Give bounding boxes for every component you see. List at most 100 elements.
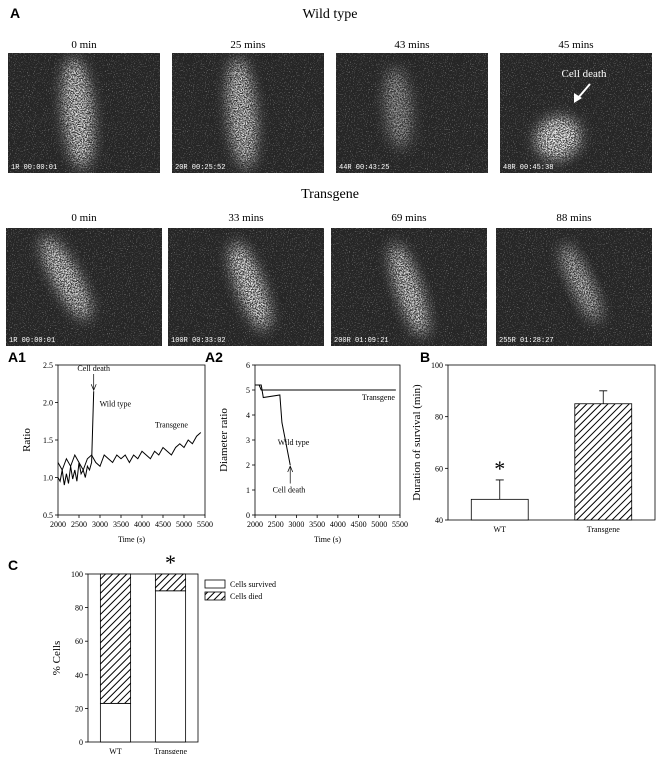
frame-time: 69 mins	[391, 212, 426, 224]
x-tick-label: 4500	[155, 520, 171, 529]
bar-segment	[99, 573, 132, 704]
y-tick-label: 60	[435, 464, 443, 473]
y-tick-label: 1	[246, 486, 250, 495]
x-tick-label: 3000	[288, 520, 304, 529]
error-bar	[599, 390, 608, 404]
annotation: Wild type	[278, 438, 310, 447]
cell	[385, 68, 411, 148]
cell	[228, 58, 256, 168]
y-tick-label: 1.5	[43, 436, 53, 445]
frame-time: 25 mins	[230, 39, 265, 51]
arrow-head	[574, 93, 582, 103]
frame-stamp: 1R 00:00:01	[9, 337, 55, 345]
frame-noise	[6, 228, 162, 346]
frame-stamp: 20R 00:25:52	[175, 164, 225, 172]
x-tick-label: 3500	[113, 520, 129, 529]
y-tick-label: 40	[75, 671, 83, 680]
x-tick-label: Transgene	[154, 747, 187, 754]
frame-stamp: 200R 01:09:21	[334, 337, 389, 345]
frame-stamp: 1R 00:00:01	[11, 164, 57, 172]
bar	[574, 403, 633, 521]
cell	[41, 236, 91, 320]
legend-swatch	[204, 591, 226, 601]
bar-segment	[154, 590, 187, 743]
x-tick-label: 3500	[309, 520, 325, 529]
bar-segment	[99, 702, 132, 743]
data-line	[255, 384, 396, 391]
x-tick-label: 2500	[71, 520, 87, 529]
x-tick-label: WT	[494, 525, 507, 534]
x-tick-label: 4000	[330, 520, 346, 529]
panel-letter: A1	[8, 349, 26, 365]
x-tick-label: 5000	[371, 520, 387, 529]
cell	[536, 117, 580, 159]
frame-time: 45 mins	[558, 39, 593, 51]
y-tick-label: 100	[71, 570, 83, 579]
y-tick-label: 0.5	[43, 511, 53, 520]
y-tick-label: 40	[435, 516, 443, 525]
group-title: Wild type	[302, 7, 357, 22]
arrow-head	[90, 384, 97, 392]
frame-noise	[336, 53, 488, 173]
panel-letter: A2	[205, 349, 223, 365]
y-tick-label: 3	[246, 436, 250, 445]
cell	[561, 244, 601, 322]
annotation: Cell death	[77, 364, 110, 373]
x-tick-label: 5500	[392, 520, 408, 529]
y-axis-label: Ratio	[21, 428, 33, 452]
x-tick-label: WT	[109, 747, 122, 754]
x-tick-label: 5500	[197, 520, 213, 529]
legend-label: Cells survived	[230, 580, 276, 589]
data-line	[255, 384, 291, 466]
y-tick-label: 2	[246, 461, 250, 470]
y-tick-label: 0	[79, 738, 83, 747]
x-tick-label: 4500	[351, 520, 367, 529]
arrow-head	[287, 465, 294, 473]
frame-time: 33 mins	[228, 212, 263, 224]
x-tick-label: 2000	[247, 520, 263, 529]
plot-frame	[57, 364, 206, 516]
panel-letter: C	[8, 557, 18, 573]
significance: *	[494, 456, 505, 481]
x-tick-label: Transgene	[587, 525, 620, 534]
error-bar	[495, 479, 504, 500]
bar	[470, 498, 529, 521]
x-tick-label: 3000	[92, 520, 108, 529]
frame-stamp: 255R 01:28:27	[499, 337, 554, 345]
y-tick-label: 80	[435, 413, 443, 422]
x-tick-label: 5000	[176, 520, 192, 529]
y-tick-label: 4	[246, 411, 250, 420]
x-tick-label: 2000	[50, 520, 66, 529]
frame-time: 0 min	[71, 212, 97, 224]
x-tick-label: 4000	[134, 520, 150, 529]
y-tick-label: 2.5	[43, 361, 53, 370]
data-line	[57, 391, 95, 486]
frame-stamp: 100R 00:33:02	[171, 337, 226, 345]
y-tick-label: 0	[246, 511, 250, 520]
panel-letter: A	[10, 5, 20, 21]
significance: *	[165, 550, 176, 575]
y-tick-label: 100	[431, 361, 443, 370]
y-axis-label: Duration of survival (min)	[411, 384, 423, 501]
y-tick-label: 1.0	[43, 474, 53, 483]
x-axis-label: Time (s)	[314, 535, 341, 544]
annotation: Cell death	[562, 68, 607, 80]
y-tick-label: 60	[75, 637, 83, 646]
y-axis-label: % Cells	[51, 641, 63, 676]
frame-stamp: 44R 00:43:25	[339, 164, 389, 172]
group-title: Transgene	[301, 187, 359, 202]
panel-letter: B	[420, 349, 430, 365]
annotation: Transgene	[362, 393, 395, 402]
y-axis-label: Diameter ratio	[218, 408, 230, 472]
y-tick-label: 5	[246, 386, 250, 395]
frame-time: 0 min	[71, 39, 97, 51]
frame-time: 88 mins	[556, 212, 591, 224]
frame-time: 43 mins	[394, 39, 429, 51]
cell	[63, 58, 93, 168]
plot-frame	[447, 364, 656, 521]
data-line	[57, 432, 202, 472]
x-axis-label: Time (s)	[118, 535, 145, 544]
y-tick-label: 80	[75, 604, 83, 613]
y-tick-label: 20	[75, 704, 83, 713]
